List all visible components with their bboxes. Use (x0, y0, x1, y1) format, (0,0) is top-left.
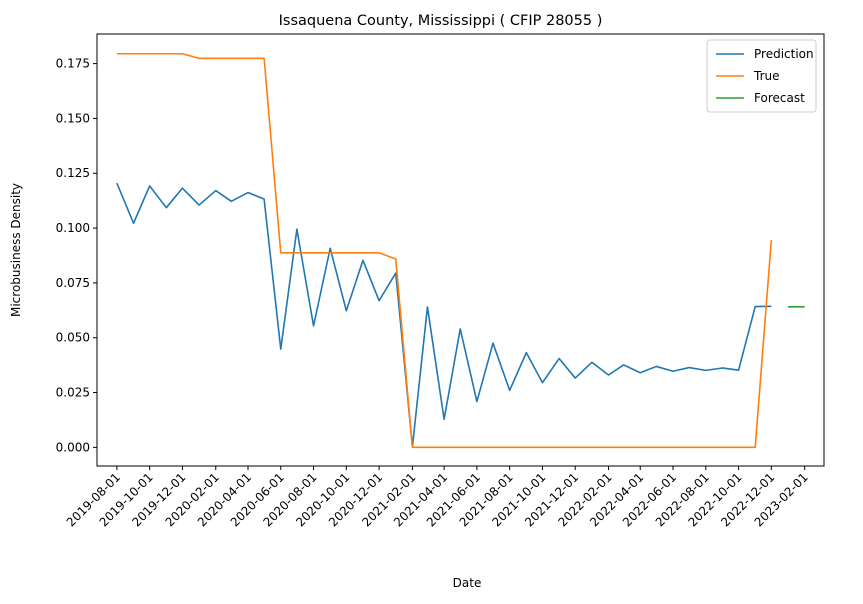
y-tick-label: 0.000 (56, 440, 90, 454)
series-line-true (116, 52, 773, 449)
y-tick-label: 0.150 (56, 111, 90, 125)
legend: Prediction True Forecast (706, 39, 817, 113)
series-layer (116, 52, 805, 449)
legend-label: Prediction (754, 47, 814, 61)
y-axis-label: Microbusiness Density (9, 183, 23, 317)
plot-area-frame (96, 33, 825, 467)
legend-label: True (753, 69, 780, 83)
y-tick-label: 0.175 (56, 57, 90, 71)
x-axis-label: Date (453, 576, 482, 590)
y-tick-label: 0.050 (56, 331, 90, 345)
y-tick-label: 0.075 (56, 276, 90, 290)
y-tick-label: 0.125 (56, 166, 90, 180)
series-line-prediction (116, 182, 772, 448)
y-axis: 0.000 0.025 0.050 0.075 0.100 0.125 0.150 0.175 (56, 57, 97, 454)
y-tick-label: 0.100 (56, 221, 90, 235)
legend-box (706, 39, 817, 113)
legend-label: Forecast (754, 91, 805, 105)
chart-title: Issaquena County, Mississippi ( CFIP 280… (279, 13, 603, 29)
y-tick-label: 0.025 (56, 386, 90, 400)
